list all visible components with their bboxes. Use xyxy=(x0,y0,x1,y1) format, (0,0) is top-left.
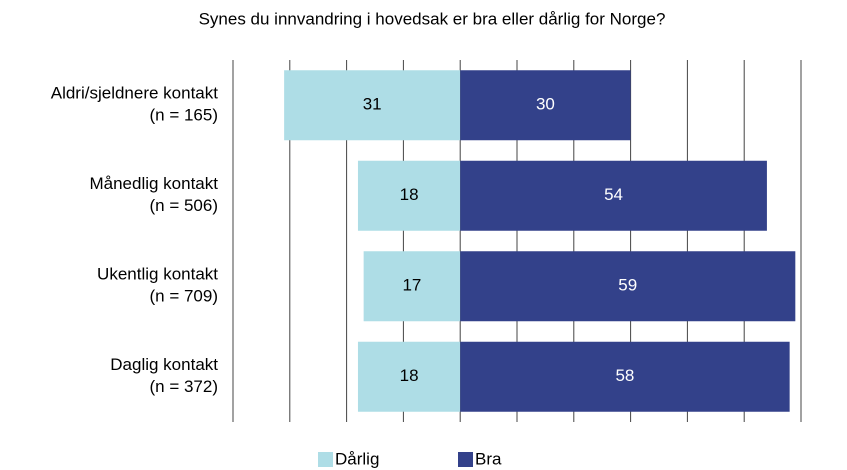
chart-title: Synes du innvandring i hovedsak er bra e… xyxy=(199,9,666,28)
legend-label: Bra xyxy=(475,449,502,468)
bar xyxy=(357,160,461,231)
category-label: (n = 709) xyxy=(149,287,218,306)
category-label: Daglig kontakt xyxy=(110,355,218,374)
value-label: 31 xyxy=(363,95,382,114)
legend-swatch xyxy=(458,452,473,467)
bar xyxy=(460,160,767,231)
value-label: 30 xyxy=(536,95,555,114)
value-label: 17 xyxy=(402,276,421,295)
bar xyxy=(357,341,461,412)
bar xyxy=(460,70,631,141)
category-label: Månedlig kontakt xyxy=(89,174,218,193)
category-label: Ukentlig kontakt xyxy=(97,265,218,284)
value-label: 18 xyxy=(400,366,419,385)
bar xyxy=(460,341,790,412)
value-label: 59 xyxy=(618,276,637,295)
category-label: Aldri/sjeldnere kontakt xyxy=(51,84,219,103)
bar xyxy=(284,70,461,141)
value-label: 58 xyxy=(615,366,634,385)
category-label: (n = 372) xyxy=(149,377,218,396)
category-label: (n = 506) xyxy=(149,196,218,215)
bar xyxy=(363,251,461,322)
legend-swatch xyxy=(318,452,333,467)
value-label: 54 xyxy=(604,185,623,204)
legend-label: Dårlig xyxy=(335,449,379,468)
category-label: (n = 165) xyxy=(149,106,218,125)
value-label: 18 xyxy=(400,185,419,204)
bar xyxy=(460,251,796,322)
